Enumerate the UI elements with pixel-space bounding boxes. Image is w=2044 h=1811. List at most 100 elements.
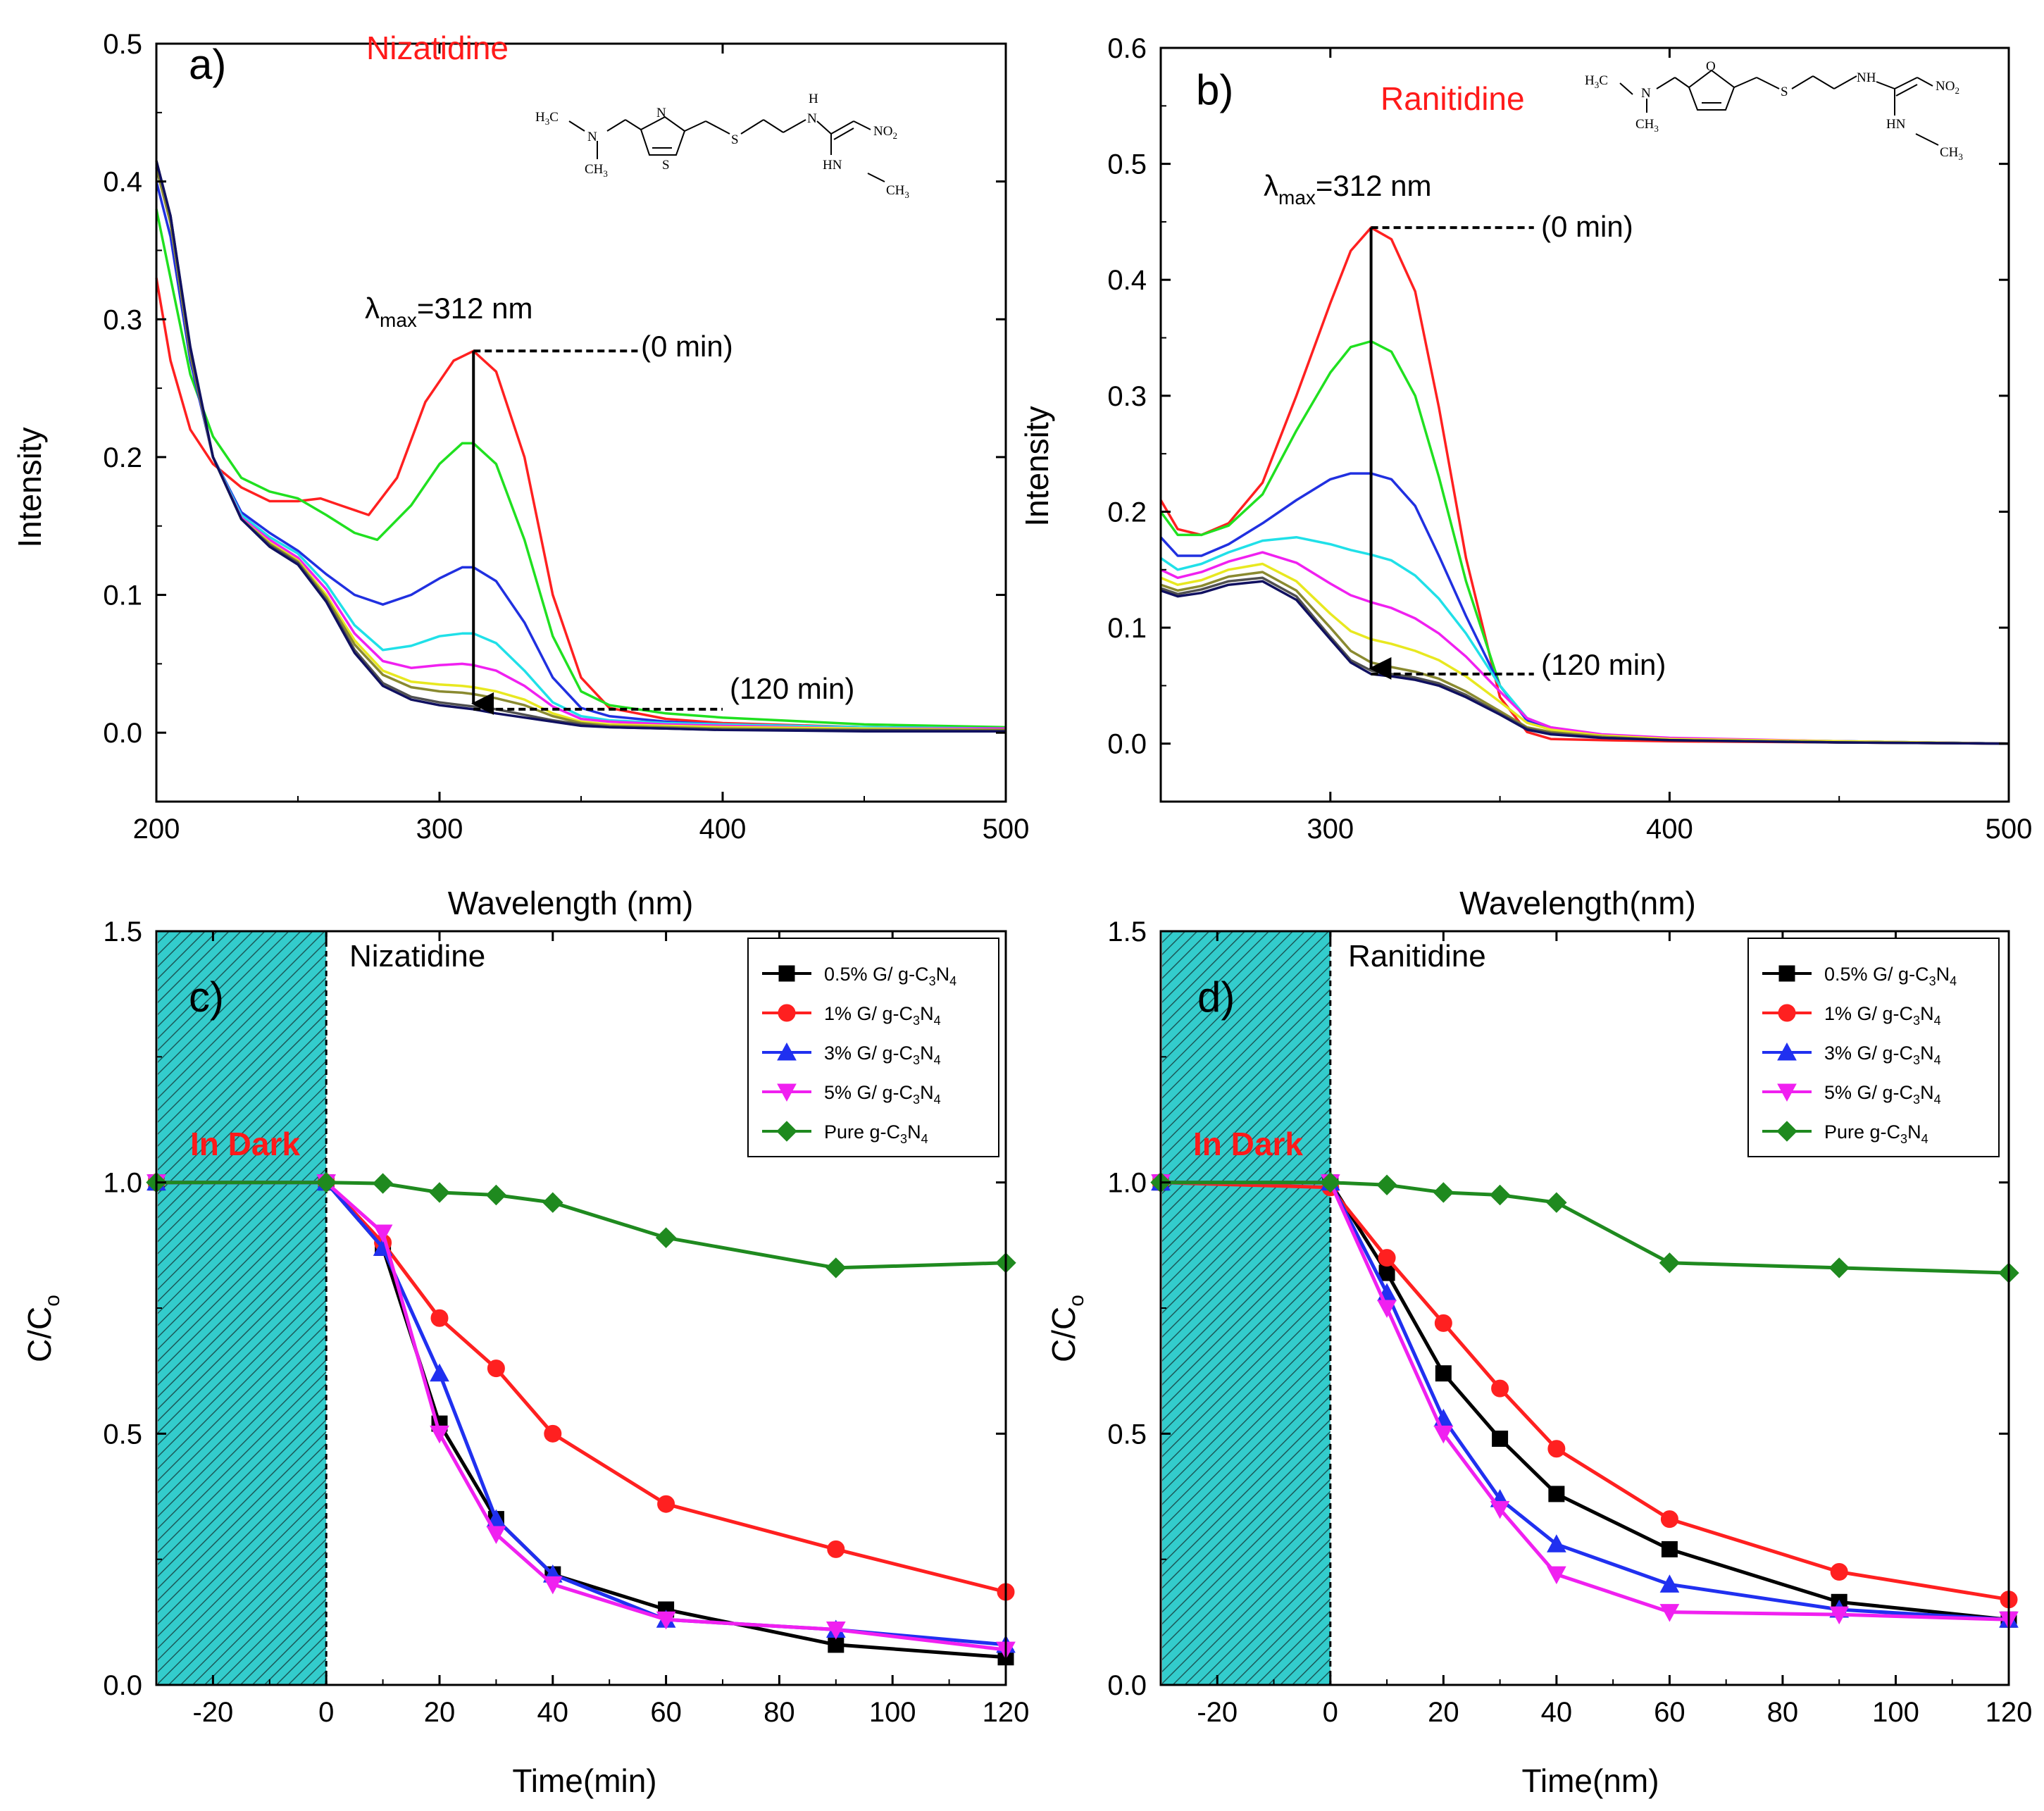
y-tick-label-a-2: 0.2 [103, 442, 142, 473]
data-point-d-5-2 [1376, 1174, 1397, 1195]
compound-title-c: Nizatidine [349, 939, 485, 973]
data-point-d-3-5 [1547, 1534, 1566, 1552]
y-tick-label-d-2: 1.0 [1107, 1168, 1147, 1199]
x-axis-label-b: Wavelength(nm) [1459, 885, 1696, 921]
data-point-c-2-6 [657, 1495, 675, 1513]
svg-text:S: S [731, 132, 739, 147]
axes-a: 200 300 400 500 0.0 0.1 0.2 0.3 0.4 0.5 [103, 29, 1029, 845]
axes-frame-a [155, 42, 1007, 803]
data-point-c-5-2 [372, 1173, 394, 1194]
data-point-d-2-7 [1830, 1563, 1848, 1581]
legend-label-c-3: 3% G/ g-C3N4 [824, 1043, 941, 1067]
data-point-c-3-3 [430, 1363, 449, 1382]
y-tick-label-c-2: 1.0 [103, 1168, 142, 1199]
data-point-d-1-5 [1548, 1486, 1565, 1502]
data-point-d-5-6 [1659, 1252, 1681, 1274]
start-time-label-b: (0 min) [1541, 210, 1633, 243]
data-point-c-4-4 [486, 1526, 506, 1545]
series-line-a-5 [155, 167, 1006, 730]
data-point-d-4-3 [1433, 1425, 1454, 1444]
svg-text:N: N [656, 106, 666, 120]
legend-d: 0.5% G/ g-C3N4 1% G/ g-C3N4 3% G/ g-C3N4 5%… [1747, 938, 2000, 1157]
svg-text:NO2: NO2 [1936, 79, 1959, 96]
data-point-d-2-6 [1660, 1510, 1678, 1529]
x-axis-label-c: Time(min) [512, 1762, 656, 1799]
series-line-b-9 [1160, 580, 2009, 745]
panel-label-a: a) [189, 41, 226, 88]
data-point-d-1-3 [1435, 1365, 1452, 1382]
legend-marker-d-3 [1777, 1042, 1797, 1061]
legend-marker-d-1 [1778, 965, 1795, 982]
y-axis-label-d: C/Co [1045, 1295, 1088, 1362]
in-dark-label-c: In Dark [190, 1126, 300, 1162]
data-point-d-5-5 [1546, 1192, 1567, 1213]
svg-text:NH: NH [1857, 70, 1876, 85]
data-point-d-5-7 [1828, 1257, 1850, 1278]
svg-text:H: H [809, 92, 818, 106]
data-point-d-5-1 [1320, 1171, 1341, 1193]
y-tick-label-b-0: 0.0 [1107, 729, 1147, 760]
y-tick-label-a-5: 0.5 [103, 29, 142, 60]
y-axis-label-b: Intensity [1018, 406, 1055, 526]
panel-c-degradation-nizatidine: -20 0 20 40 60 80 100 120 0.0 0.5 1.0 1.5 c) Nizati… [21, 916, 1029, 1799]
legend-label-d-4: 5% G/ g-C3N4 [1824, 1082, 1941, 1107]
y-tick-label-b-6: 0.6 [1107, 33, 1147, 64]
panel-label-c: c) [189, 973, 224, 1021]
nizatidine-structure [568, 116, 885, 182]
data-point-d-2-4 [1491, 1379, 1509, 1398]
series-line-a-8 [155, 160, 1007, 733]
svg-text:H3C: H3C [1585, 73, 1608, 90]
data-point-c-4-6 [656, 1611, 676, 1630]
legend-label-c-5: Pure g-C3N4 [824, 1121, 928, 1146]
data-point-d-2-5 [1547, 1440, 1566, 1458]
legend-marker-c-5 [776, 1121, 797, 1142]
x-tick-label-d-5: 80 [1767, 1697, 1799, 1728]
data-point-c-5-6 [655, 1227, 677, 1248]
y-tick-label-b-4: 0.4 [1107, 265, 1147, 296]
lambda-max-label-a: λmax=312 nm [365, 292, 533, 331]
x-tick-label-c-0: -20 [192, 1697, 233, 1728]
data-point-d-3-6 [1659, 1574, 1680, 1593]
svg-text:S: S [662, 158, 670, 173]
data-point-d-1-2 [1378, 1264, 1395, 1281]
data-point-d-4-5 [1547, 1566, 1566, 1585]
series-line-a-6 [155, 167, 1007, 732]
series-line-a-2 [155, 209, 1007, 729]
ranitidine-structure-labels: H3C N CH3 O S NH NO2 HN CH3 [1585, 59, 1963, 162]
x-tick-label-c-4: 60 [650, 1697, 682, 1728]
svg-text:HN: HN [823, 158, 842, 173]
y-tick-label-a-4: 0.4 [103, 167, 142, 198]
x-axis-label-a: Wavelength (nm) [448, 885, 694, 921]
x-axis-label-d: Time(nm) [1521, 1762, 1659, 1799]
end-time-label-a: (120 min) [730, 672, 854, 705]
legend-marker-d-2 [1778, 1004, 1796, 1022]
in-dark-label-d: In Dark [1193, 1126, 1303, 1162]
data-point-c-2-4 [487, 1359, 505, 1378]
data-point-d-4-4 [1490, 1500, 1510, 1519]
data-point-c-5-7 [825, 1257, 847, 1278]
y-tick-label-c-0: 0.0 [103, 1670, 142, 1701]
legend-marker-c-4 [777, 1083, 797, 1102]
svg-text:N: N [807, 111, 817, 126]
y-axis-label-c: C/Co [21, 1295, 64, 1362]
x-tick-label-d-7: 120 [1986, 1697, 2033, 1728]
lambda-max-label-b: λmax=312 nm [1264, 169, 1432, 209]
axes-c: -20 0 20 40 60 80 100 120 0.0 0.5 1.0 1.5 [103, 916, 1029, 1728]
y-tick-label-b-3: 0.3 [1107, 381, 1147, 412]
svg-text:CH3: CH3 [886, 183, 909, 200]
y-tick-label-b-1: 0.1 [1107, 613, 1147, 644]
panel-d-degradation-ranitidine: -20 0 20 40 60 80 100 120 0.0 0.5 1.0 1.5 d) Raniti… [1045, 916, 2032, 1799]
x-tick-label-d-0: -20 [1197, 1697, 1238, 1728]
y-tick-label-a-1: 0.1 [103, 580, 142, 611]
x-tick-label-d-2: 20 [1428, 1697, 1459, 1728]
svg-text:N: N [1641, 86, 1651, 101]
x-tick-label-c-2: 20 [424, 1697, 456, 1728]
y-tick-label-c-3: 1.5 [103, 916, 142, 947]
series-line-a-3 [155, 181, 1007, 730]
spectra-series-a [155, 160, 1007, 733]
data-point-d-2-2 [1378, 1249, 1396, 1267]
series-line-b-1 [1159, 226, 2009, 745]
end-time-label-b: (120 min) [1541, 648, 1666, 681]
y-tick-label-d-3: 1.5 [1107, 916, 1147, 947]
y-tick-label-a-0: 0.0 [103, 718, 142, 749]
